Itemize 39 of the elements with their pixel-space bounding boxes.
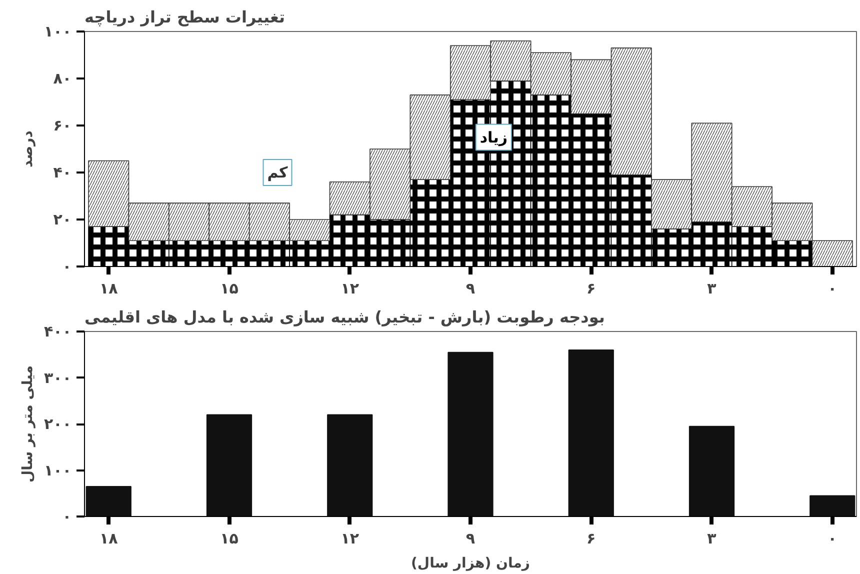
x-tick-label: ۹ bbox=[466, 280, 476, 298]
bar bbox=[327, 414, 373, 516]
y-tick-label: ۲۰۰ bbox=[44, 415, 72, 433]
x-tick-label: ۰ bbox=[828, 280, 837, 298]
bar bbox=[86, 486, 132, 516]
y-tick-label: ۰ bbox=[62, 258, 72, 276]
bar bbox=[568, 350, 614, 516]
x-tick-label: ۶ bbox=[586, 530, 596, 548]
x-tick-label: ۱۸ bbox=[99, 530, 118, 548]
x-tick-label: ۶ bbox=[586, 280, 596, 298]
bar bbox=[448, 352, 494, 516]
y-axis-title: درصد bbox=[20, 130, 36, 168]
bar bbox=[688, 426, 735, 516]
chart-title: تغییرات سطح تراز دریاچه bbox=[84, 8, 286, 26]
y-tick-label: ۱۰۰ bbox=[44, 461, 72, 480]
y-axis-title: میلی متر بر سال bbox=[20, 365, 36, 483]
y-tick-label: ۲۰ bbox=[53, 210, 72, 228]
x-tick-label: ۳ bbox=[707, 280, 716, 298]
y-tick-label: ۰ bbox=[62, 508, 72, 526]
chart-title: بودجه رطوبت (بارش - تبخیر) شبیه سازی شده با مدل های اقلیمی bbox=[84, 308, 605, 326]
y-tick-label: ۳۰۰ bbox=[44, 368, 72, 387]
x-tick-label: ۹ bbox=[466, 530, 476, 548]
bar bbox=[206, 414, 252, 516]
series-label: زیاد bbox=[480, 128, 508, 146]
y-tick-label: ۸۰ bbox=[53, 70, 72, 88]
x-tick-label: ۱۵ bbox=[220, 530, 238, 548]
y-tick-label: ۴۰۰ bbox=[44, 322, 72, 340]
x-tick-label: ۱۲ bbox=[340, 280, 360, 298]
x-tick-label: ۱۵ bbox=[220, 280, 238, 298]
series-label: کم bbox=[267, 164, 288, 182]
x-tick-label: ۱۲ bbox=[340, 530, 360, 548]
x-tick-label: ۱۸ bbox=[99, 280, 118, 298]
bar bbox=[810, 495, 856, 516]
x-tick-label: ۰ bbox=[828, 530, 837, 548]
x-axis-title: زمان (هزار سال) bbox=[411, 556, 530, 572]
y-tick-label: ۴۰ bbox=[53, 164, 72, 182]
y-tick-label: ۶۰ bbox=[53, 116, 72, 134]
x-tick-label: ۳ bbox=[707, 530, 716, 548]
y-tick-label: ۱۰۰ bbox=[44, 22, 72, 40]
